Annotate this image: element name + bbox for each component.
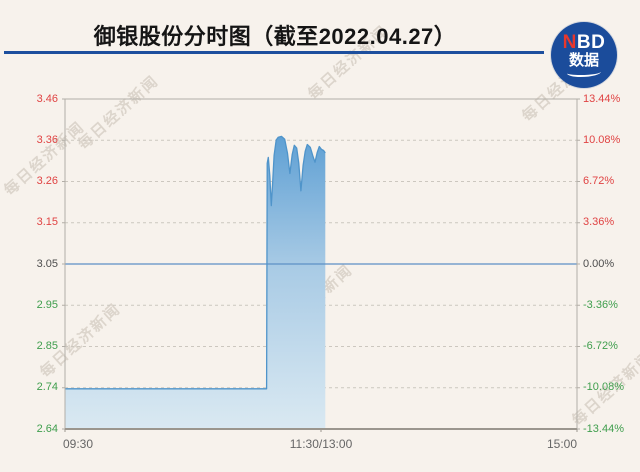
nbd-logo-subtext: 数据 [568, 52, 599, 69]
title-underline [4, 51, 544, 54]
time-tick-label: 11:30/13:00 [289, 437, 353, 451]
price-tick-label: 3.36 [36, 133, 58, 146]
price-tick-label: 3.15 [36, 216, 58, 229]
percent-tick-label: -3.36% [583, 298, 618, 311]
axis-ticks [62, 98, 580, 432]
percent-tick-label: -6.72% [583, 340, 618, 352]
time-tick-label: 15:00 [546, 437, 577, 451]
percent-tick-label: -13.44% [583, 422, 624, 435]
time-tick-label: 09:30 [63, 437, 94, 451]
percent-tick-label: 3.36% [583, 216, 615, 229]
price-line [65, 135, 326, 390]
nbd-logo-text: NBD [562, 32, 606, 53]
percent-tick-label: 10.08% [583, 133, 621, 146]
nbd-logo-swoosh [567, 68, 601, 77]
price-tick-label: 2.85 [36, 340, 58, 352]
page-title: 御银股份分时图（截至2022.04.27） [93, 24, 457, 49]
percent-tick-label: -10.08% [583, 381, 624, 394]
price-tick-label: 2.95 [36, 298, 58, 311]
price-tick-label: 3.05 [36, 257, 58, 270]
percent-tick-label: 6.72% [583, 175, 615, 187]
price-tick-label: 3.46 [36, 92, 58, 105]
price-tick-label: 2.74 [36, 381, 58, 394]
price-tick-label: 3.26 [36, 175, 58, 187]
price-tick-label: 2.64 [36, 422, 58, 435]
percent-tick-label: 13.44% [583, 92, 621, 105]
gridlines [65, 139, 577, 389]
price-area-fill [65, 136, 326, 429]
nbd-logo: NBD 数据 [551, 22, 617, 88]
percent-tick-label: 0.00% [583, 257, 615, 270]
